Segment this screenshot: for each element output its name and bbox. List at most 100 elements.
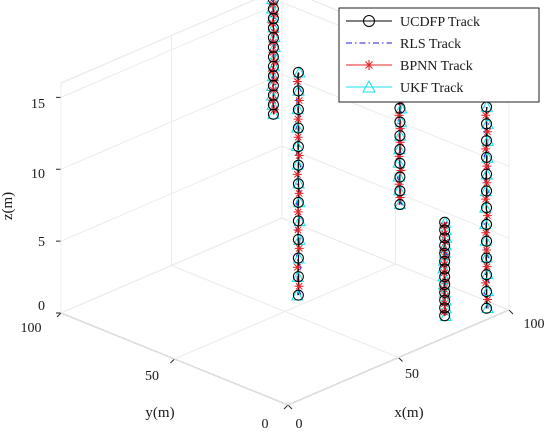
bpnn-marker — [481, 110, 491, 120]
legend-marker-triangle — [362, 79, 376, 93]
ucdfp-marker — [481, 218, 493, 230]
ukf-marker — [481, 267, 494, 280]
legend-marker-circle — [363, 15, 375, 27]
ucdfp-marker — [481, 302, 493, 314]
ucdfp-marker — [439, 286, 451, 298]
ucdfp-marker — [439, 240, 451, 252]
bpnn-marker — [441, 252, 451, 262]
ucdfp-marker — [439, 294, 451, 306]
ucdfp-marker — [292, 159, 304, 171]
ucdfp-marker — [439, 302, 451, 314]
bpnn-marker — [483, 295, 493, 305]
ucdfp-marker — [481, 168, 493, 180]
legend: UCDFP Track RLS Track BPNN Track UKF Tra… — [338, 7, 540, 103]
ukf-marker — [479, 234, 493, 246]
bpnn-track-line — [443, 222, 447, 316]
ukf-marker — [480, 250, 493, 263]
ucdfp-marker — [481, 118, 493, 130]
rls-track-line — [295, 72, 302, 295]
ucdfp-marker — [292, 178, 304, 190]
bpnn-marker — [440, 276, 450, 286]
ucdfp-marker — [394, 157, 406, 169]
bpnn-marker — [292, 169, 302, 179]
bpnn-marker — [482, 262, 492, 272]
bpnn-marker — [293, 225, 303, 235]
ucdfp-marker — [292, 271, 304, 283]
ukf-marker — [392, 156, 406, 168]
ukf-marker — [267, 107, 280, 120]
ukf-marker — [478, 217, 492, 230]
ucdfp-marker — [481, 235, 493, 247]
z-tick-label: 0 — [38, 299, 45, 314]
ucdfp-marker — [394, 185, 406, 197]
bpnn-marker — [292, 262, 302, 272]
bpnn-marker — [294, 243, 304, 253]
ucdfp-marker — [439, 247, 451, 259]
ucdfp-marker — [267, 0, 279, 5]
track — [437, 216, 453, 322]
bpnn-marker — [293, 207, 303, 217]
bpnn-marker — [394, 151, 404, 161]
ukf-marker — [392, 183, 406, 196]
x-tick-label: 0 — [296, 417, 303, 432]
bpnn-marker — [395, 137, 405, 147]
ucdfp-marker — [481, 202, 493, 214]
z-tick-label: 15 — [31, 97, 45, 112]
ucdfp-marker — [394, 130, 406, 142]
ukf-marker — [265, 2, 279, 14]
ucdfp-marker — [481, 286, 493, 298]
y-tick-label: 0 — [262, 417, 269, 432]
bpnn-marker — [439, 284, 449, 294]
bpnn-marker — [482, 245, 492, 255]
ukf-track-line — [271, 0, 276, 115]
x-tick-mark — [287, 404, 293, 410]
bpnn-marker — [396, 166, 406, 176]
bpnn-marker — [440, 237, 450, 247]
bpnn-marker — [483, 211, 493, 221]
z-tick-label: 5 — [38, 235, 45, 250]
ucdfp-marker — [292, 289, 304, 301]
bpnn-marker — [395, 124, 405, 134]
y-tick-label: 50 — [145, 369, 159, 384]
y-gridline — [60, 217, 283, 314]
ucdfp-marker — [292, 141, 304, 153]
ucdfp-marker — [394, 116, 406, 128]
ucdfp-marker — [439, 216, 451, 228]
bpnn-marker — [292, 77, 302, 87]
ukf-marker — [290, 121, 304, 133]
ucdfp-marker — [439, 224, 451, 236]
bpnn-marker — [439, 221, 449, 231]
y-axis-label: y(m) — [145, 405, 174, 421]
track — [478, 100, 495, 314]
bpnn-marker — [439, 260, 449, 270]
ucdfp-marker — [481, 252, 493, 264]
ucdfp-marker — [292, 252, 304, 264]
bpnn-marker — [440, 229, 450, 239]
bpnn-marker — [481, 228, 491, 238]
ucdfp-marker — [394, 143, 406, 155]
y-tick-mark — [283, 404, 289, 410]
bpnn-marker — [293, 114, 303, 124]
legend-marker-asterisk — [364, 60, 374, 70]
ucdfp-marker — [481, 185, 493, 197]
rls-track-line — [396, 39, 404, 206]
legend-item-bpnn: BPNN Track — [346, 59, 473, 74]
bpnn-marker — [394, 110, 404, 120]
y-gridline — [174, 263, 396, 360]
bpnn-marker — [293, 132, 303, 142]
ucdfp-marker — [394, 199, 406, 211]
x-tick-label: 50 — [405, 367, 419, 382]
ucdfp-marker — [292, 103, 304, 115]
bpnn-marker — [439, 268, 449, 278]
ukf-marker — [291, 158, 305, 170]
x-tick-mark — [508, 309, 514, 315]
x-tick-mark — [398, 357, 403, 362]
tracks — [265, 0, 495, 322]
ukf-marker — [480, 100, 494, 112]
legend-item-ucdfp: UCDFP Track — [346, 15, 480, 30]
track — [265, 0, 282, 120]
ucdfp-marker — [394, 102, 406, 114]
bpnn-marker — [482, 178, 492, 188]
bpnn-marker — [439, 245, 449, 255]
bpnn-marker — [481, 278, 491, 288]
